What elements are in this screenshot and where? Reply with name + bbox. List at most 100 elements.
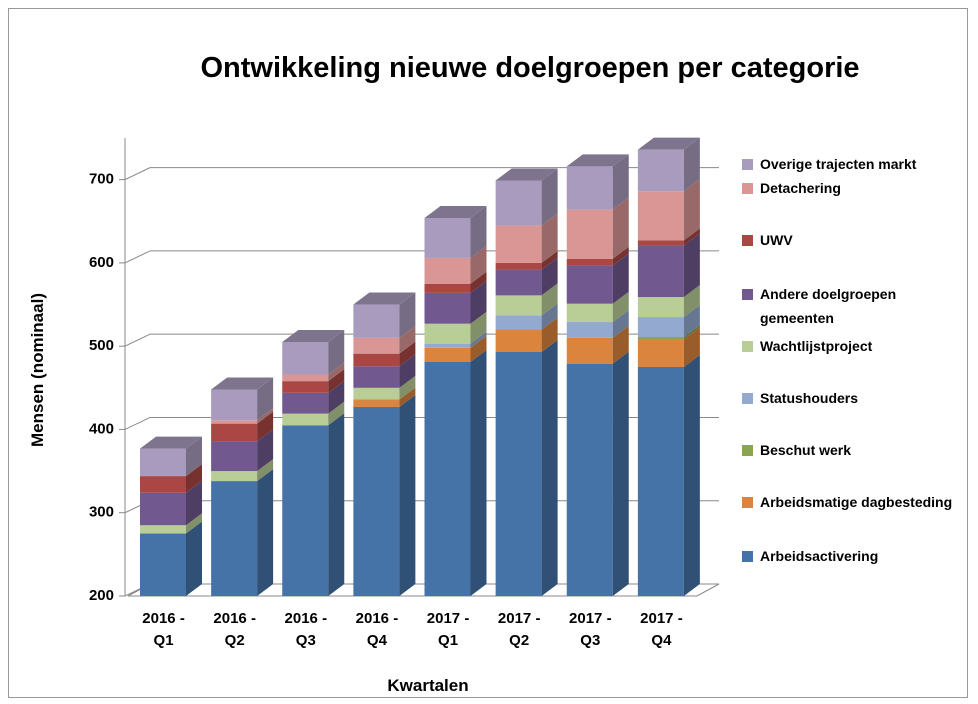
x-tick-label: 2016 - Q4: [355, 610, 399, 649]
bar-side: [683, 228, 700, 246]
bar-segment: [637, 337, 684, 340]
bar-side: [399, 341, 416, 367]
grid-line: [124, 333, 151, 347]
bar-segment: [495, 180, 542, 226]
bar-side: [470, 350, 487, 596]
bar-side: [470, 280, 487, 324]
x-tick-label: 2017 - Q4: [640, 610, 683, 649]
bar-segment: [637, 245, 684, 298]
bar-side: [470, 331, 487, 348]
bar-segment: [566, 322, 613, 338]
bar-side: [541, 317, 558, 353]
bar-segment: [566, 303, 613, 323]
bar-segment: [495, 315, 542, 330]
legend-label: Andere doelgroepen gemeenten: [760, 286, 897, 326]
bar-top: [140, 436, 202, 449]
bar-segment: [140, 476, 186, 493]
bar-segment: [566, 258, 613, 266]
legend-label: Arbeidsactivering: [760, 548, 879, 564]
bar-side: [541, 340, 558, 596]
bar-side: [399, 292, 416, 338]
bar-top: [211, 377, 274, 390]
x-tick-label: 2016 - Q3: [284, 610, 328, 649]
bar-segment: [637, 339, 684, 367]
bar-top: [282, 330, 345, 343]
y-tick-label: 300: [89, 504, 114, 521]
bar-segment: [282, 425, 329, 596]
legend-swatch: [742, 183, 753, 194]
y-tick-label: 200: [89, 587, 114, 604]
bar-segment: [637, 297, 684, 318]
bar-side: [186, 480, 202, 526]
bar-side: [612, 154, 629, 210]
bar-segment: [566, 265, 613, 304]
bar-segment: [424, 257, 471, 284]
bar-side: [612, 253, 629, 304]
bar-segment: [282, 381, 329, 393]
grid-line: [124, 417, 151, 430]
bar-segment: [566, 363, 613, 596]
legend-label: UWV: [760, 232, 793, 248]
bar-top: [424, 205, 487, 218]
bar-side: [612, 197, 629, 259]
y-tick-label: 700: [89, 171, 114, 188]
bar-segment: [637, 191, 684, 241]
bar-side: [683, 233, 700, 298]
y-axis-title: Mensen (nominaal): [28, 293, 47, 447]
bar-segment: [353, 366, 400, 388]
bar-side: [612, 325, 629, 364]
legend-swatch: [742, 235, 753, 246]
bar-side: [186, 464, 202, 493]
bar-top: [637, 137, 700, 150]
legend-label: Wachtlijstproject: [760, 338, 873, 354]
legend-label: Arbeidsmatige dagbesteding: [760, 494, 953, 510]
bar-segment: [282, 413, 329, 426]
y-tick-label: 600: [89, 254, 114, 271]
bar-segment: [495, 352, 542, 596]
bar-segment: [353, 387, 400, 400]
bar-segment: [566, 337, 613, 364]
bar-side: [399, 354, 416, 388]
bar-side: [541, 250, 558, 270]
bar-side: [470, 205, 487, 258]
bar-segment: [211, 481, 258, 596]
bar-side: [257, 469, 274, 596]
bar-segment: [424, 347, 471, 363]
x-tick-label: 2016 - Q1: [142, 610, 185, 649]
bar-segment: [353, 399, 400, 407]
x-axis-title: Kwartalen: [387, 676, 469, 695]
bar-segment: [211, 423, 258, 442]
bar-side: [541, 168, 558, 226]
bar-segment: [211, 441, 258, 472]
bar-side: [683, 327, 700, 367]
chart-title: Ontwikkeling nieuwe doelgroepen per cate…: [200, 52, 860, 84]
bar-side: [186, 521, 202, 596]
bar-segment: [282, 374, 329, 382]
bar-segment: [637, 240, 684, 246]
legend-swatch: [742, 341, 753, 352]
bar-segment: [566, 166, 613, 210]
bar-side: [328, 413, 345, 596]
bar-segment: [282, 392, 329, 414]
bar-side: [257, 411, 274, 442]
bar-side: [257, 377, 274, 421]
bar-side: [186, 436, 202, 477]
bar-segment: [495, 262, 542, 270]
bar-segment: [424, 217, 471, 258]
bar-segment: [211, 420, 258, 424]
bar-segment: [282, 342, 329, 375]
bar-side: [399, 375, 416, 400]
bar-side: [470, 311, 487, 344]
bar-side: [541, 303, 558, 330]
legend-swatch: [742, 393, 753, 404]
bar-top: [495, 168, 558, 181]
bar-side: [683, 355, 700, 596]
bar-segment: [424, 362, 471, 596]
bar-side: [470, 271, 487, 293]
bar-segment: [495, 329, 542, 353]
y-tick-label: 400: [89, 420, 114, 437]
bar-side: [683, 285, 700, 318]
bar-side: [328, 362, 345, 382]
